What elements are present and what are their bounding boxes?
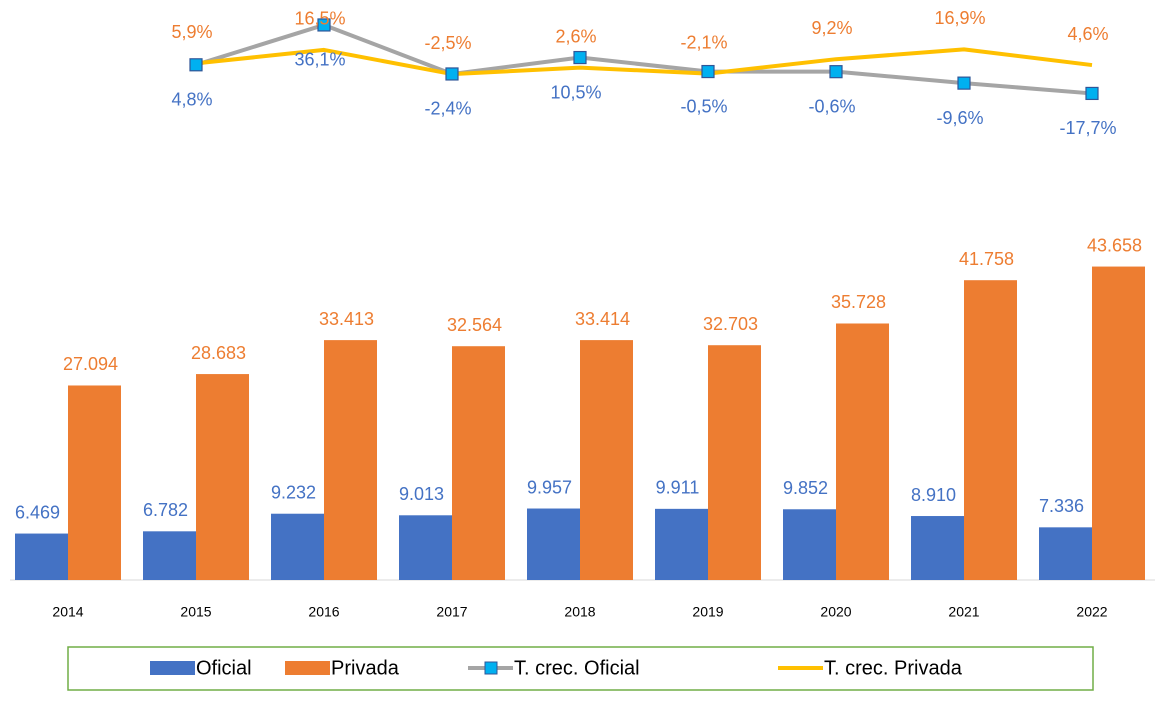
data-label: 9.911 <box>656 478 700 498</box>
bar <box>1039 527 1092 580</box>
x-tick-label: 2015 <box>180 604 211 620</box>
bar <box>836 323 889 580</box>
marker <box>189 58 203 72</box>
data-label: 41.758 <box>959 249 1014 269</box>
bar <box>68 385 121 580</box>
data-label: 35.728 <box>831 292 886 312</box>
data-label: 10,5% <box>550 82 601 102</box>
x-tick-label: 2016 <box>308 604 339 620</box>
legend-swatch <box>285 661 330 675</box>
data-label: 36,1% <box>294 50 345 70</box>
data-label: 27.094 <box>63 354 118 374</box>
bar <box>15 533 68 580</box>
line <box>195 47 1093 77</box>
data-label: -2,5% <box>424 33 471 53</box>
legend-marker <box>484 661 498 675</box>
data-label: 33.413 <box>319 309 374 329</box>
data-label: -0,6% <box>808 96 855 116</box>
x-tick-label: 2014 <box>52 604 83 620</box>
bar <box>911 516 964 580</box>
data-label: 4,6% <box>1067 24 1108 44</box>
marker <box>957 76 971 90</box>
data-label: -2,4% <box>424 99 471 119</box>
data-label: 7.336 <box>1039 496 1084 516</box>
data-label: 9.957 <box>527 477 572 497</box>
data-label: -0,5% <box>680 96 727 116</box>
bar <box>324 340 377 580</box>
x-tick-label: 2019 <box>692 604 723 620</box>
data-label: 6.782 <box>143 500 188 520</box>
data-label: 5,9% <box>171 22 212 42</box>
data-label: 43.658 <box>1087 235 1142 255</box>
data-label: 8.910 <box>911 485 956 505</box>
data-label: 6.469 <box>15 502 60 522</box>
data-label: 2,6% <box>555 26 596 46</box>
marker <box>829 65 843 79</box>
data-label: 33.414 <box>575 309 630 329</box>
marker <box>573 50 587 65</box>
bar <box>1092 266 1145 580</box>
legend-label: Oficial <box>196 657 252 679</box>
data-label: 9,2% <box>811 18 852 38</box>
bar <box>964 280 1017 580</box>
legend-label: T. crec. Oficial <box>514 657 640 679</box>
x-tick-label: 2018 <box>564 604 595 620</box>
bar <box>708 345 761 580</box>
bar <box>580 340 633 580</box>
bar <box>783 509 836 580</box>
bar <box>527 508 580 580</box>
data-label: 9.013 <box>399 484 444 504</box>
bar <box>452 346 505 580</box>
data-label: -9,6% <box>936 108 983 128</box>
data-label: 28.683 <box>191 343 246 363</box>
marker <box>445 67 459 81</box>
data-label: -17,7% <box>1059 118 1116 138</box>
data-label: 9.852 <box>783 478 828 498</box>
x-tick-label: 2020 <box>820 604 851 620</box>
data-label: 32.564 <box>447 315 502 335</box>
bar <box>399 515 452 580</box>
x-tick-label: 2017 <box>436 604 467 620</box>
legend-box <box>67 646 1094 691</box>
data-label: -2,1% <box>680 32 727 52</box>
legend-swatch <box>150 661 195 675</box>
marker <box>1085 86 1099 101</box>
data-label: 16,5% <box>294 9 345 29</box>
bar <box>271 513 324 580</box>
bar <box>143 531 196 580</box>
data-label: 32.703 <box>703 314 758 334</box>
bar <box>655 508 708 580</box>
data-label: 9.232 <box>271 482 316 502</box>
bar <box>196 374 249 580</box>
x-tick-label: 2021 <box>948 604 979 620</box>
legend-label: Privada <box>331 657 400 679</box>
marker <box>701 64 715 79</box>
data-label: 4,8% <box>171 90 212 110</box>
line <box>195 22 1093 96</box>
x-tick-label: 2022 <box>1076 604 1107 620</box>
marker <box>317 18 331 32</box>
legend-label: T. crec. Privada <box>824 657 963 679</box>
data-label: 16,9% <box>934 8 985 28</box>
